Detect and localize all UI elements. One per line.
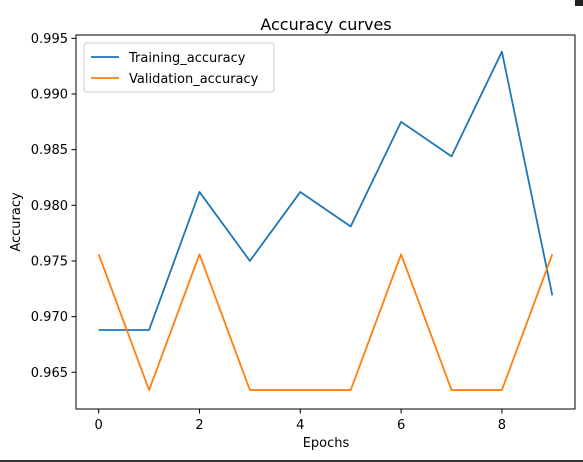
series-line-validation	[97, 253, 554, 391]
x-tick-label: 6	[397, 418, 405, 433]
y-axis-label: Accuracy	[9, 192, 24, 252]
legend-label-training: Training_accuracy	[128, 51, 246, 66]
chart-title: Accuracy curves	[260, 15, 391, 34]
y-tick-label: 0.965	[31, 366, 68, 381]
x-tick-label: 0	[95, 418, 103, 433]
y-tick-label: 0.980	[31, 199, 68, 214]
y-tick-label: 0.975	[31, 254, 68, 269]
x-axis-label: Epochs	[303, 436, 350, 451]
y-tick-label: 0.970	[31, 310, 68, 325]
bottom-divider	[0, 460, 583, 462]
legend-label-validation: Validation_accuracy	[129, 72, 259, 87]
y-tick-label: 0.995	[31, 32, 68, 47]
x-tick-label: 2	[195, 418, 203, 433]
y-axis: 0.965 0.970 0.975 0.980 0.985 0.990 0.995	[31, 32, 76, 381]
series-line-training	[98, 50, 554, 331]
corner-mark	[575, 0, 583, 6]
plot-lines	[97, 50, 554, 391]
legend-box	[83, 42, 275, 93]
plot-frame	[75, 34, 576, 410]
legend: Training_accuracy Validation_accuracy	[83, 42, 275, 93]
x-tick-label: 4	[296, 418, 304, 433]
y-tick-label: 0.985	[31, 143, 68, 158]
y-tick-label: 0.990	[31, 87, 68, 102]
x-tick-label: 8	[498, 418, 506, 433]
x-axis: 0 2 4 6 8	[95, 409, 506, 433]
